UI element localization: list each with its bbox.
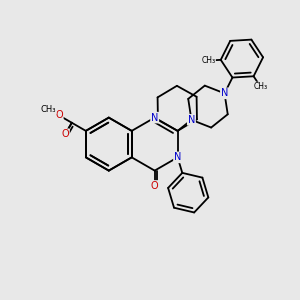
Text: O: O <box>61 129 69 139</box>
Text: N: N <box>174 152 181 162</box>
Text: N: N <box>151 112 158 123</box>
Text: O: O <box>55 110 63 120</box>
Text: N: N <box>221 88 228 98</box>
Text: O: O <box>151 181 158 191</box>
Text: CH₃: CH₃ <box>253 82 268 91</box>
Text: CH₃: CH₃ <box>201 56 215 65</box>
Text: N: N <box>188 115 195 125</box>
Text: CH₃: CH₃ <box>40 105 56 114</box>
